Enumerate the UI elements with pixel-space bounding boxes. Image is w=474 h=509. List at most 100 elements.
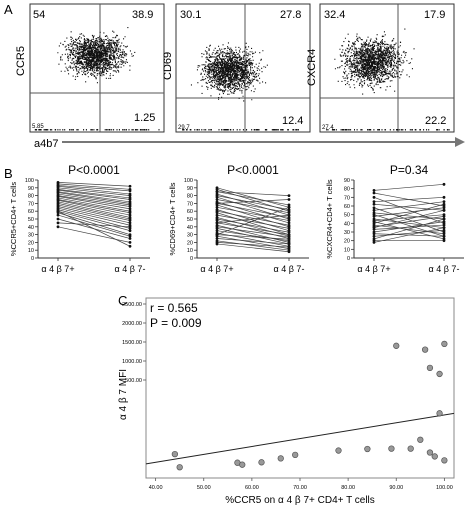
y-tick-label: 10 — [187, 248, 193, 254]
pair-line — [216, 210, 290, 226]
scatter-point — [292, 451, 299, 459]
y-tick-label: 80 — [28, 194, 34, 200]
pair-line — [216, 191, 290, 196]
point-a4b7-pos — [372, 202, 376, 206]
point-a4b7-pos — [372, 228, 376, 231]
pair-line — [57, 185, 131, 192]
pair-line — [373, 183, 445, 191]
pair-line — [216, 228, 290, 245]
pair-line — [57, 197, 131, 212]
pair-line — [216, 214, 290, 224]
pair-line — [57, 196, 131, 210]
point-a4b7-pos — [215, 187, 219, 191]
point-a4b7-pos — [56, 217, 60, 221]
point-a4b7-neg — [128, 184, 132, 188]
point-a4b7-neg — [442, 215, 446, 218]
pair-line — [216, 206, 290, 221]
scatter-y-tick-label: 500.00 — [125, 378, 142, 384]
scatter-x-tick-label: 40.00 — [149, 485, 163, 491]
point-a4b7-neg — [128, 241, 132, 244]
scatter-point — [335, 447, 342, 454]
quadrant-ll-cd69: 29.7 — [178, 125, 190, 131]
pair-line — [57, 199, 131, 216]
point-a4b7-neg — [287, 208, 291, 212]
pair-line — [373, 214, 445, 222]
y-tick-label: 40 — [187, 225, 193, 231]
point-a4b7-neg — [442, 200, 446, 204]
pair-line — [57, 195, 131, 207]
point-a4b7-neg — [128, 219, 132, 222]
a4b7-axis-label: a4b7 — [34, 138, 58, 150]
y-tick-label: 50 — [344, 213, 350, 219]
pair-line — [373, 221, 445, 233]
point-a4b7-neg — [442, 208, 446, 212]
pair-line — [373, 207, 445, 217]
point-a4b7-pos — [372, 215, 376, 218]
pair-line — [57, 204, 131, 221]
scatter-point — [388, 445, 395, 452]
scatter-point — [393, 342, 400, 349]
pair-line — [216, 199, 290, 214]
regression-line — [145, 412, 455, 465]
correlation-p: P = 0.009 — [150, 316, 202, 330]
point-a4b7-pos — [215, 233, 219, 237]
pair-line — [216, 224, 290, 243]
x-tick-label: α 4 β 7- — [274, 264, 305, 274]
pair-line — [216, 230, 290, 242]
y-tick-label: 50 — [187, 217, 193, 223]
quadrant-ul-ccr5: 54 — [33, 9, 45, 21]
pair-line — [216, 226, 290, 238]
point-a4b7-neg — [287, 242, 291, 246]
pair-line — [373, 207, 445, 233]
point-a4b7-neg — [287, 245, 291, 249]
pair-line — [373, 224, 445, 235]
point-a4b7-pos — [215, 198, 219, 201]
paired-plot-title: P=0.34 — [390, 163, 429, 177]
point-a4b7-pos — [215, 213, 219, 217]
paired-plot-cd69: P<0.0001%CD69+CD4+ T cells01020304050607… — [168, 163, 309, 274]
pair-line — [373, 203, 445, 224]
point-a4b7-neg — [128, 234, 132, 238]
pair-line — [57, 189, 131, 199]
pair-line — [216, 195, 290, 210]
scatter-point — [417, 436, 424, 443]
pair-line — [57, 203, 131, 220]
scatter-x-tick-label: 90.00 — [389, 485, 403, 491]
quadrant-lr-cd69: 12.4 — [282, 115, 303, 127]
pair-line — [216, 212, 290, 235]
point-a4b7-pos — [215, 190, 219, 194]
point-a4b7-neg — [128, 194, 132, 198]
y-tick-label: 90 — [187, 186, 193, 192]
point-a4b7-neg — [287, 194, 291, 198]
flow-plot-cxcr4: CXCR4 32.4 17.9 22.2 27.4 — [306, 3, 455, 133]
point-a4b7-neg — [442, 234, 446, 238]
point-a4b7-neg — [442, 239, 446, 243]
quadrant-lr-ccr5: 1.25 — [134, 112, 155, 124]
y-tick-label: 30 — [344, 230, 350, 236]
point-a4b7-neg — [287, 198, 291, 201]
point-a4b7-neg — [128, 207, 132, 211]
quadrant-ul-cxcr4: 32.4 — [324, 9, 345, 21]
quadrant-ll-ccr5: 5.85 — [32, 124, 44, 130]
pair-line — [216, 199, 290, 204]
scatter-plot-correlation: 40.00 50.00 60.00 70.00 80.00 90.00 100.00 500.… — [122, 297, 455, 491]
point-a4b7-neg — [128, 189, 132, 193]
point-a4b7-neg — [287, 237, 291, 241]
pair-line — [57, 212, 131, 235]
y-tick-label: 90 — [28, 186, 34, 192]
scatter-point — [431, 453, 438, 460]
point-a4b7-neg — [287, 226, 291, 230]
correlation-r: r = 0.565 — [150, 301, 198, 315]
y-tick-label: 70 — [187, 201, 193, 207]
paired-plot-title: P<0.0001 — [227, 163, 279, 177]
point-a4b7-pos — [372, 206, 376, 210]
scatter-y-tick-label: 1000.00 — [122, 359, 142, 365]
scatter-point — [277, 455, 284, 462]
scatter-ylabel: α 4 β 7 MFI — [118, 369, 129, 420]
point-a4b7-pos — [215, 211, 219, 215]
quadrant-ur-cxcr4: 17.9 — [424, 9, 445, 21]
y-tick-label: 60 — [187, 209, 193, 215]
y-tick-label: 80 — [344, 187, 350, 193]
pair-line — [216, 214, 290, 229]
